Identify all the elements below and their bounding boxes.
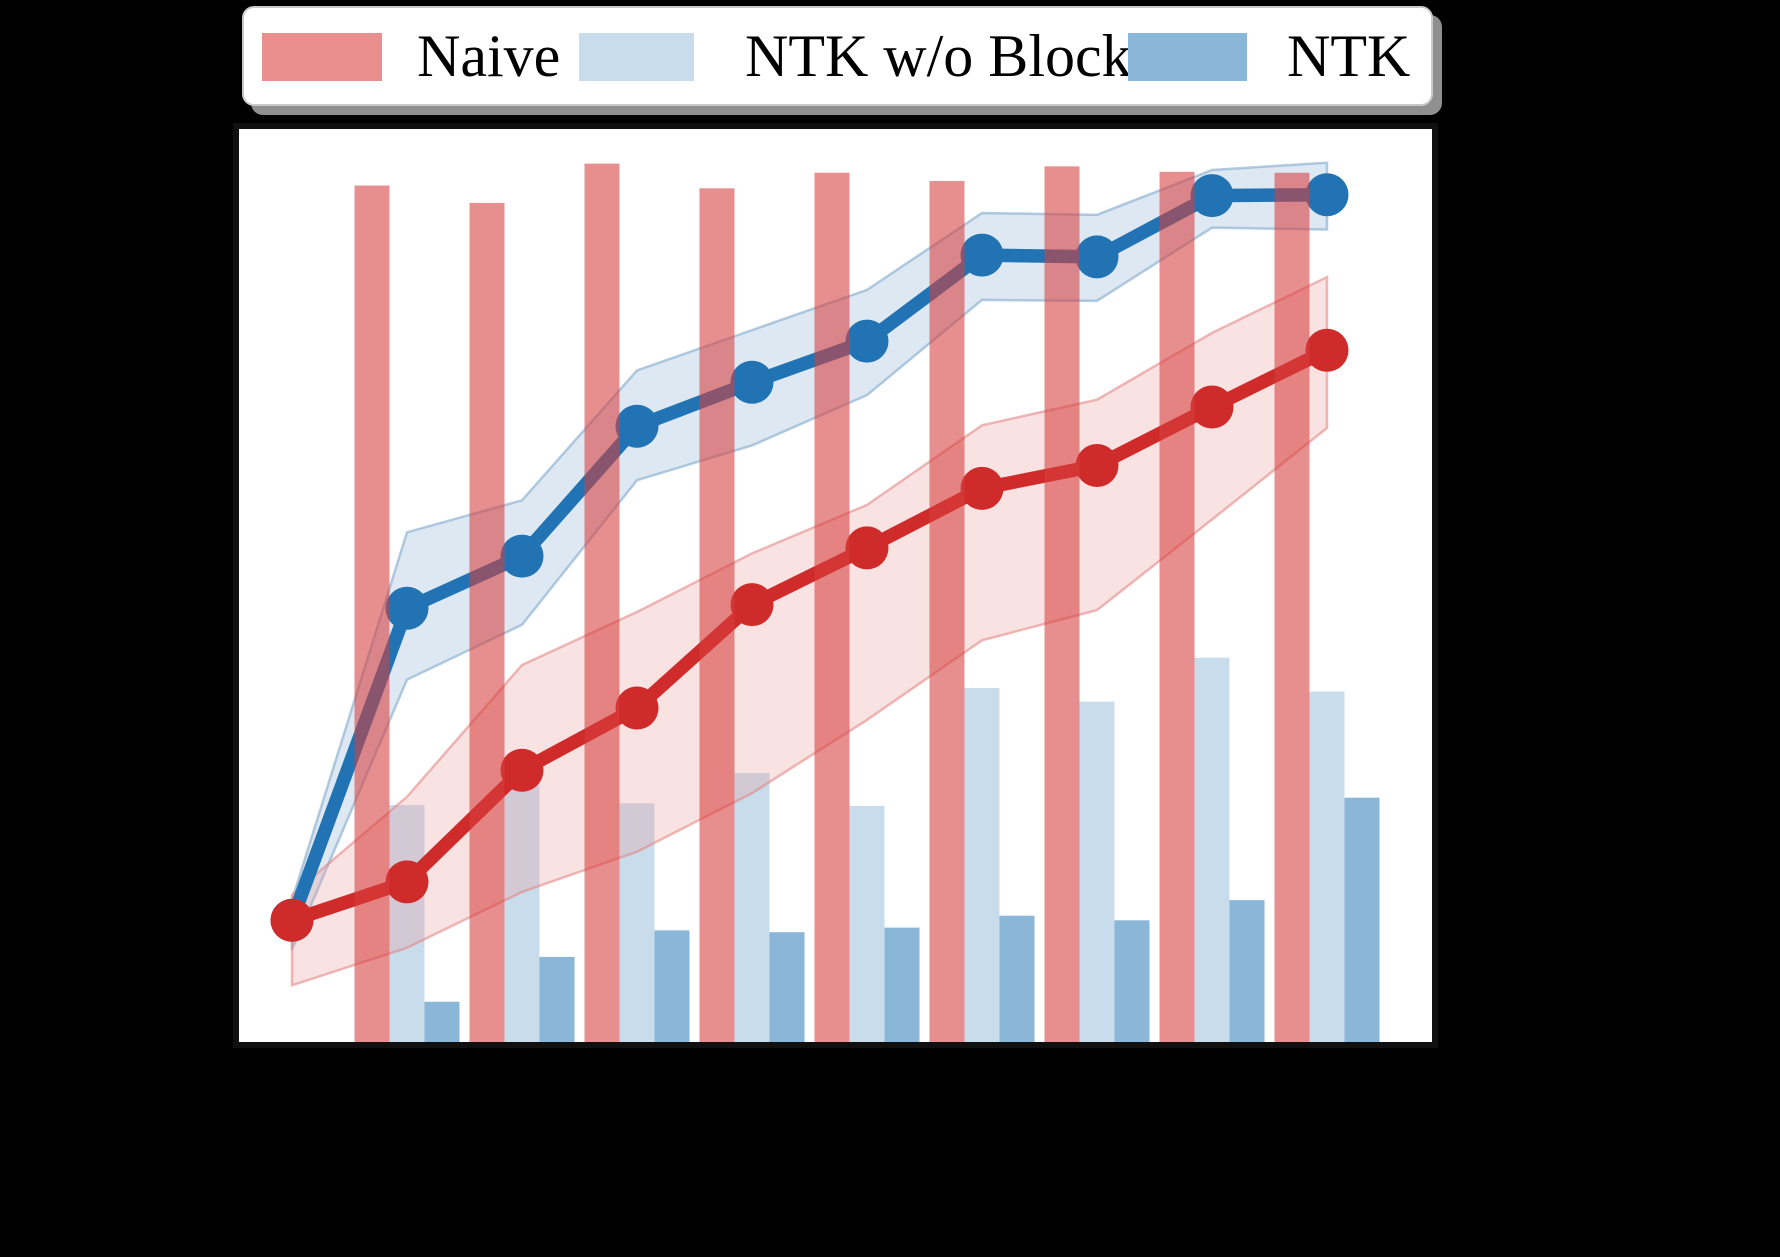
ntk-line-marker bbox=[960, 233, 1004, 277]
ntk-legend-swatch bbox=[1128, 33, 1247, 81]
naive-line-marker bbox=[270, 898, 314, 942]
ntk-bar bbox=[1114, 920, 1150, 1042]
ntk-wo-block-bar bbox=[619, 803, 655, 1042]
naive-bar bbox=[469, 202, 505, 1042]
naive-line-marker bbox=[960, 466, 1004, 510]
ntk-line-marker bbox=[615, 404, 659, 448]
ntk-wo-block-bar bbox=[1194, 657, 1230, 1042]
ntk-line-marker bbox=[1075, 235, 1119, 279]
chart-canvas bbox=[270, 161, 1380, 1042]
naive-line-marker bbox=[615, 686, 659, 730]
naive-bar bbox=[1044, 166, 1080, 1042]
ntk-wo-block-bar bbox=[849, 805, 885, 1042]
ntk-bar bbox=[884, 927, 920, 1042]
ntk-wo-block-legend-label: NTK w/o Block bbox=[745, 23, 1132, 89]
naive-legend-swatch bbox=[262, 33, 382, 81]
naive-line-marker bbox=[500, 748, 544, 792]
naive-line-marker bbox=[1305, 328, 1349, 372]
ntk-line-marker bbox=[1190, 174, 1234, 218]
ntk-bar bbox=[424, 1001, 460, 1042]
naive-bar bbox=[1159, 171, 1195, 1042]
naive-bar bbox=[354, 185, 390, 1042]
ntk-bar bbox=[999, 915, 1035, 1042]
ntk-bar bbox=[769, 932, 805, 1042]
naive-bar bbox=[699, 188, 735, 1042]
ntk-line bbox=[285, 187, 1334, 928]
ntk-wo-block-bar bbox=[964, 687, 1000, 1042]
naive-line-marker bbox=[730, 583, 774, 627]
legend-box: Naive NTK w/o Block NTK bbox=[242, 6, 1433, 106]
naive-line-marker bbox=[1075, 444, 1119, 488]
ntk-bar bbox=[654, 930, 690, 1042]
naive-line-marker bbox=[845, 526, 889, 570]
ntk-wo-block-bar bbox=[1309, 691, 1345, 1042]
ntk-wo-block-bar bbox=[504, 780, 540, 1042]
ntk-bar bbox=[1229, 900, 1265, 1042]
ntk-bar bbox=[1344, 797, 1380, 1042]
ntk-wo-block-bar bbox=[1079, 701, 1115, 1042]
ntk-line-marker bbox=[845, 319, 889, 363]
ntk-line-marker bbox=[1305, 173, 1349, 217]
ntk-wo-block-bar bbox=[389, 805, 425, 1042]
ntk-line-marker bbox=[385, 586, 429, 630]
naive-bar bbox=[584, 163, 620, 1042]
naive-line-marker bbox=[385, 860, 429, 904]
naive-legend-label: Naive bbox=[417, 23, 561, 89]
ntk-wo-block-legend-swatch bbox=[579, 33, 694, 81]
naive-bar bbox=[814, 172, 850, 1042]
plot-area bbox=[233, 123, 1438, 1048]
ntk-line-marker bbox=[730, 360, 774, 404]
naive-line bbox=[285, 343, 1334, 928]
naive-bar bbox=[1274, 172, 1310, 1042]
naive-line-marker bbox=[1190, 385, 1234, 429]
ntk-bar bbox=[539, 956, 575, 1042]
ntk-legend-label: NTK bbox=[1287, 23, 1411, 89]
naive-bar bbox=[929, 180, 965, 1042]
ntk-line-marker bbox=[500, 534, 544, 578]
ntk-wo-block-bar bbox=[734, 772, 770, 1042]
